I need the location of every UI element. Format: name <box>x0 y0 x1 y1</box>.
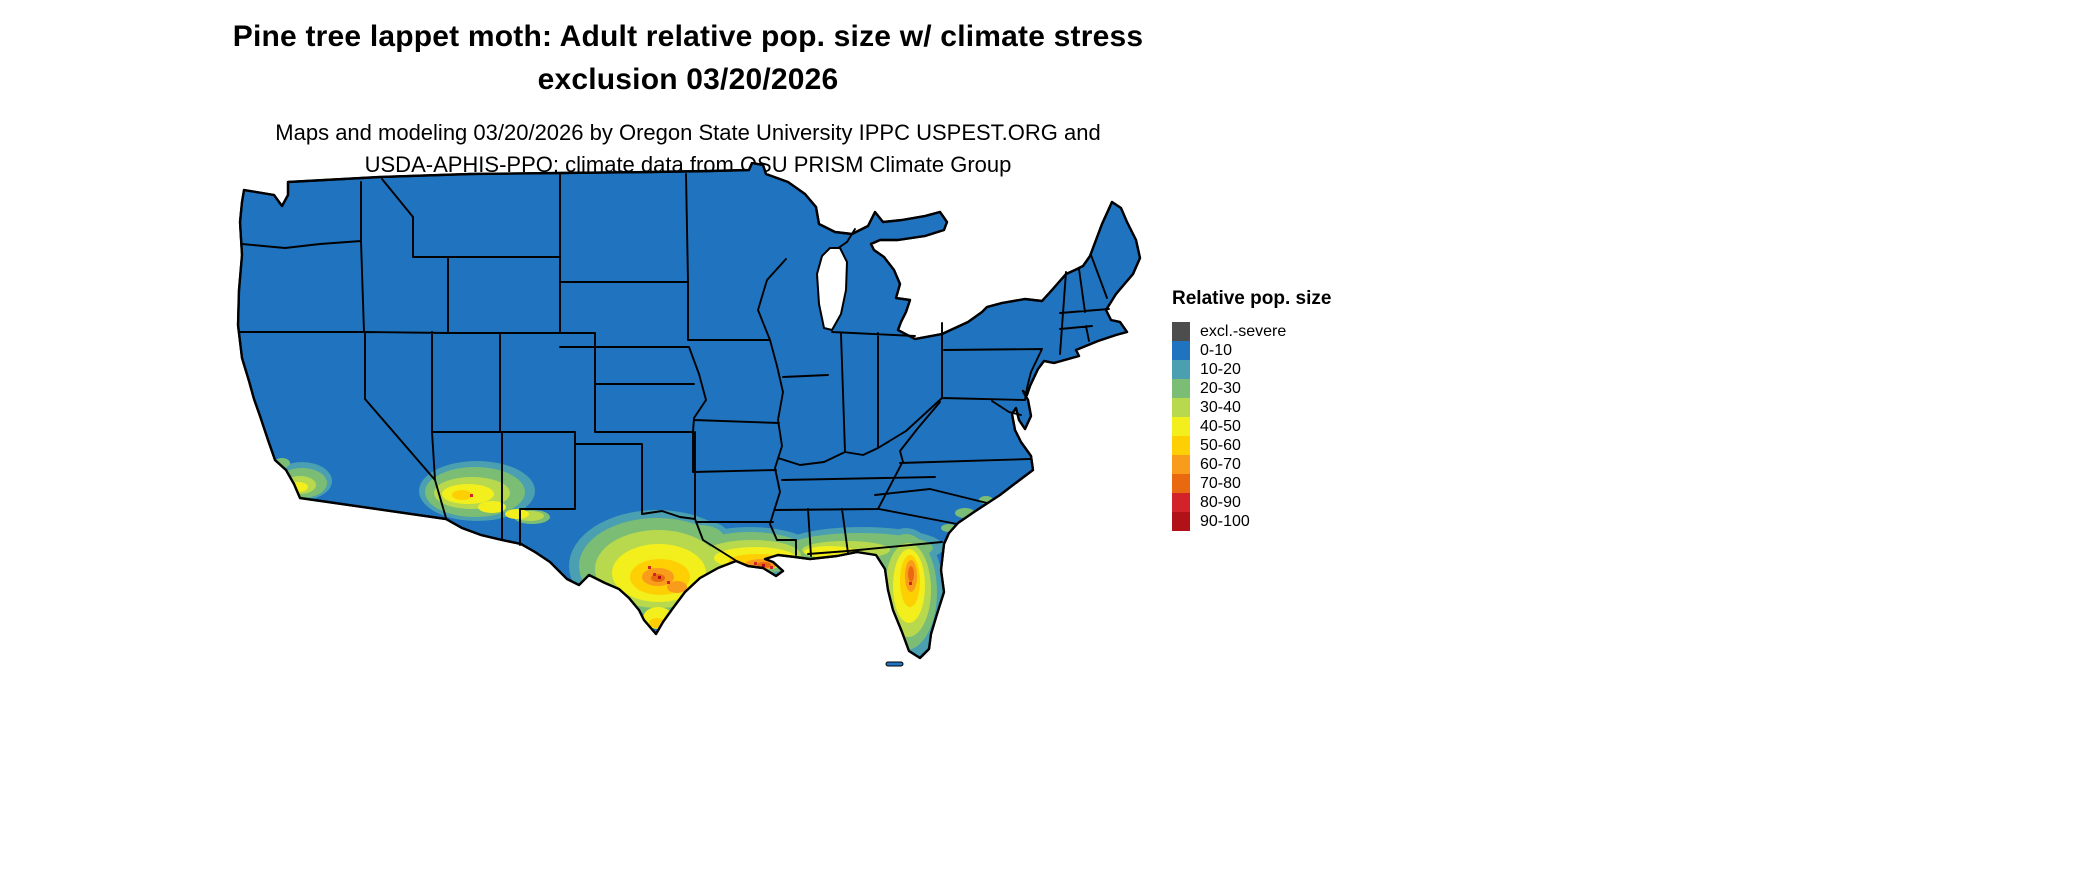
hotspot-speckle <box>648 566 651 569</box>
figure-title: Pine tree lappet moth: Adult relative po… <box>0 16 1376 101</box>
hotspot-speckle <box>754 562 757 565</box>
legend-swatch <box>1172 341 1190 360</box>
legend-item: 10-20 <box>1172 360 1331 379</box>
legend-item-label: excl.-severe <box>1200 323 1287 340</box>
legend-item-label: 90-100 <box>1200 513 1250 530</box>
title-line-1: Pine tree lappet moth: Adult relative po… <box>232 20 1144 53</box>
subtitle-line-1: Maps and modeling 03/20/2026 by Oregon S… <box>275 120 1101 146</box>
legend-swatch <box>1172 360 1190 379</box>
legend-item-label: 40-50 <box>1200 418 1241 435</box>
figure-header: Pine tree lappet moth: Adult relative po… <box>0 16 1376 181</box>
hotspot-ellipse <box>505 509 529 519</box>
legend-swatch <box>1172 512 1190 531</box>
title-line-2: exclusion 03/20/2026 <box>537 62 839 96</box>
hotspot-speckle <box>762 564 765 567</box>
legend-swatch <box>1172 493 1190 512</box>
legend-item: 40-50 <box>1172 417 1331 436</box>
legend-swatch <box>1172 379 1190 398</box>
lake-michigan <box>816 247 848 331</box>
hotspot-ellipse <box>667 581 687 593</box>
hotspots-level-80-90 <box>470 494 912 585</box>
legend-item: 30-40 <box>1172 398 1331 417</box>
hotspot-speckle <box>658 576 661 579</box>
legend-item: 90-100 <box>1172 512 1331 531</box>
florida-keys <box>885 661 904 667</box>
us-map-svg <box>236 162 1142 667</box>
legend-item: excl.-severe <box>1172 322 1331 341</box>
legend-item: 0-10 <box>1172 341 1331 360</box>
hotspot-ellipse <box>478 501 506 513</box>
legend-swatch <box>1172 436 1190 455</box>
legend-swatch <box>1172 322 1190 341</box>
legend-item-label: 0-10 <box>1200 342 1233 359</box>
legend-item-label: 50-60 <box>1200 437 1241 454</box>
hotspots-level-90-100 <box>658 564 765 579</box>
legend-item: 60-70 <box>1172 455 1331 474</box>
legend-swatch <box>1172 474 1190 493</box>
legend-item-label: 20-30 <box>1200 380 1241 397</box>
hotspot-ellipse <box>908 566 914 582</box>
us-outline <box>236 162 1142 660</box>
legend-item-label: 10-20 <box>1200 361 1241 378</box>
legend-item-label: 30-40 <box>1200 399 1241 416</box>
hotspot-speckle <box>653 573 656 576</box>
state-borders <box>238 172 1110 561</box>
legend-title: Relative pop. size <box>1172 288 1332 309</box>
legend-item: 80-90 <box>1172 493 1331 512</box>
us-map <box>230 162 1145 672</box>
legend-items: excl.-severe 0-10 10-20 20-30 30-40 40-50 50-6… <box>1172 322 1331 531</box>
legend-swatch <box>1172 417 1190 436</box>
legend-swatch <box>1172 455 1190 474</box>
hotspot-speckle <box>770 566 773 569</box>
hotspot-speckle <box>667 581 670 584</box>
legend-item: 50-60 <box>1172 436 1331 455</box>
hotspot-ellipse <box>452 490 472 500</box>
legend-item-label: 70-80 <box>1200 475 1241 492</box>
figure-subtitle: Maps and modeling 03/20/2026 by Oregon S… <box>0 117 1376 181</box>
hotspot-speckle <box>909 582 912 585</box>
legend-swatch <box>1172 398 1190 417</box>
legend-item-label: 80-90 <box>1200 494 1241 511</box>
legend-item-label: 60-70 <box>1200 456 1241 473</box>
hotspot-speckle <box>470 494 473 497</box>
map-legend: Relative pop. size excl.-severe 0-10 10-20… <box>1172 288 1331 531</box>
legend-item: 20-30 <box>1172 379 1331 398</box>
legend-item: 70-80 <box>1172 474 1331 493</box>
